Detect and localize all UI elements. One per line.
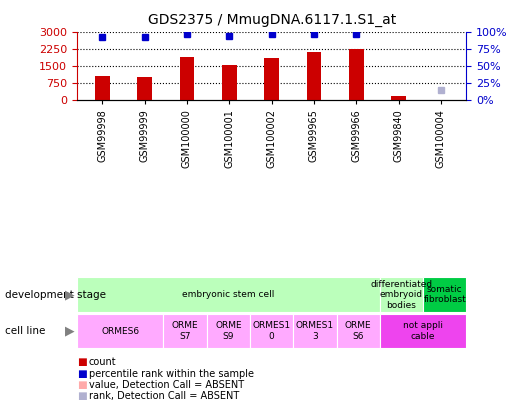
Text: not appli
cable: not appli cable — [403, 322, 443, 341]
Text: ORME
S6: ORME S6 — [345, 322, 372, 341]
Text: value, Detection Call = ABSENT: value, Detection Call = ABSENT — [89, 380, 244, 390]
Text: development stage: development stage — [5, 290, 107, 300]
Text: ORMES6: ORMES6 — [101, 326, 139, 336]
Bar — [180, 57, 195, 100]
Bar — [250, 314, 293, 348]
Bar — [306, 51, 321, 100]
Text: ■: ■ — [77, 358, 86, 367]
Bar — [380, 277, 423, 312]
Text: ■: ■ — [77, 392, 86, 401]
Text: ORMES1
3: ORMES1 3 — [296, 322, 334, 341]
Text: ORME
S7: ORME S7 — [172, 322, 198, 341]
Bar — [207, 314, 250, 348]
Bar — [337, 314, 380, 348]
Text: ■: ■ — [77, 380, 86, 390]
Text: ▶: ▶ — [65, 324, 74, 338]
Text: differentiated
embryoid
bodies: differentiated embryoid bodies — [370, 280, 432, 309]
Bar — [77, 314, 163, 348]
Title: GDS2375 / MmugDNA.6117.1.S1_at: GDS2375 / MmugDNA.6117.1.S1_at — [147, 13, 396, 27]
Bar — [222, 66, 237, 100]
Bar — [95, 76, 110, 100]
Bar — [77, 277, 380, 312]
Bar — [264, 58, 279, 100]
Text: cell line: cell line — [5, 326, 46, 336]
Bar — [380, 314, 466, 348]
Text: ■: ■ — [77, 369, 86, 379]
Text: embryonic stem cell: embryonic stem cell — [182, 290, 275, 299]
Bar — [293, 314, 337, 348]
Text: somatic
fibroblast: somatic fibroblast — [423, 285, 466, 304]
Text: ▶: ▶ — [65, 288, 74, 301]
Text: rank, Detection Call = ABSENT: rank, Detection Call = ABSENT — [89, 392, 238, 401]
Text: count: count — [89, 358, 116, 367]
Bar — [137, 77, 152, 100]
Bar — [349, 49, 364, 100]
Text: ORMES1
0: ORMES1 0 — [253, 322, 290, 341]
Bar — [163, 314, 207, 348]
Text: percentile rank within the sample: percentile rank within the sample — [89, 369, 253, 379]
Bar — [423, 277, 466, 312]
Text: ORME
S9: ORME S9 — [215, 322, 242, 341]
Bar — [391, 96, 406, 100]
